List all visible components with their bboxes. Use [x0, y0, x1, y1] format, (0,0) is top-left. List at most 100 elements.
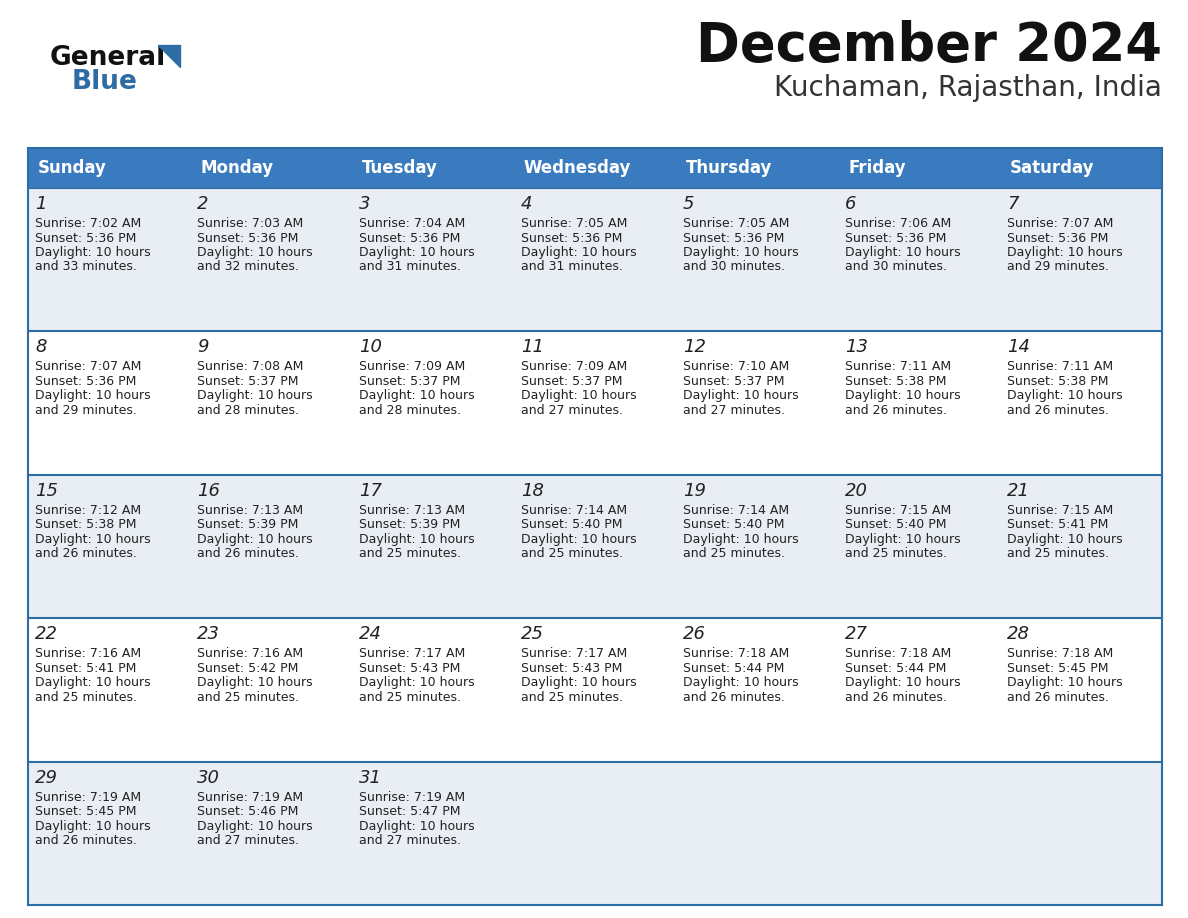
Text: Sunset: 5:37 PM: Sunset: 5:37 PM: [683, 375, 784, 388]
Bar: [676, 762, 838, 905]
Text: Daylight: 10 hours: Daylight: 10 hours: [359, 677, 475, 689]
Bar: [190, 475, 352, 618]
Text: and 27 minutes.: and 27 minutes.: [522, 404, 623, 417]
Text: Sunrise: 7:18 AM: Sunrise: 7:18 AM: [1007, 647, 1113, 660]
Text: and 26 minutes.: and 26 minutes.: [1007, 404, 1108, 417]
Bar: [190, 188, 352, 331]
Text: 18: 18: [522, 482, 544, 499]
Bar: [676, 618, 838, 762]
Text: Sunset: 5:36 PM: Sunset: 5:36 PM: [34, 375, 137, 388]
Text: Daylight: 10 hours: Daylight: 10 hours: [1007, 532, 1123, 546]
Text: and 27 minutes.: and 27 minutes.: [683, 404, 785, 417]
Bar: [838, 762, 1000, 905]
Text: Daylight: 10 hours: Daylight: 10 hours: [197, 677, 312, 689]
Text: Sunrise: 7:16 AM: Sunrise: 7:16 AM: [34, 647, 141, 660]
Text: Daylight: 10 hours: Daylight: 10 hours: [845, 389, 961, 402]
Text: Daylight: 10 hours: Daylight: 10 hours: [34, 820, 151, 833]
Text: Sunset: 5:43 PM: Sunset: 5:43 PM: [359, 662, 461, 675]
Text: 6: 6: [845, 195, 857, 213]
Text: Sunrise: 7:13 AM: Sunrise: 7:13 AM: [359, 504, 466, 517]
Text: Sunset: 5:37 PM: Sunset: 5:37 PM: [359, 375, 461, 388]
Text: Sunrise: 7:19 AM: Sunrise: 7:19 AM: [359, 790, 466, 803]
Text: Sunrise: 7:18 AM: Sunrise: 7:18 AM: [845, 647, 952, 660]
Text: Daylight: 10 hours: Daylight: 10 hours: [683, 389, 798, 402]
Text: Sunrise: 7:19 AM: Sunrise: 7:19 AM: [197, 790, 303, 803]
Text: Sunset: 5:47 PM: Sunset: 5:47 PM: [359, 805, 461, 818]
Text: and 32 minutes.: and 32 minutes.: [197, 261, 299, 274]
Bar: [190, 762, 352, 905]
Text: Sunrise: 7:17 AM: Sunrise: 7:17 AM: [522, 647, 627, 660]
Text: 1: 1: [34, 195, 46, 213]
Text: Daylight: 10 hours: Daylight: 10 hours: [683, 246, 798, 259]
Text: and 30 minutes.: and 30 minutes.: [683, 261, 785, 274]
Text: Sunrise: 7:15 AM: Sunrise: 7:15 AM: [1007, 504, 1113, 517]
Text: Daylight: 10 hours: Daylight: 10 hours: [1007, 246, 1123, 259]
Text: Friday: Friday: [848, 159, 905, 177]
Text: Sunrise: 7:11 AM: Sunrise: 7:11 AM: [845, 361, 952, 374]
Text: and 29 minutes.: and 29 minutes.: [34, 404, 137, 417]
Text: Wednesday: Wednesday: [524, 159, 631, 177]
Text: 10: 10: [359, 339, 383, 356]
Text: Daylight: 10 hours: Daylight: 10 hours: [197, 820, 312, 833]
Text: Sunset: 5:39 PM: Sunset: 5:39 PM: [197, 519, 298, 532]
Text: Sunset: 5:36 PM: Sunset: 5:36 PM: [34, 231, 137, 244]
Text: 8: 8: [34, 339, 46, 356]
Text: 21: 21: [1007, 482, 1030, 499]
Text: Sunset: 5:41 PM: Sunset: 5:41 PM: [34, 662, 137, 675]
Text: and 26 minutes.: and 26 minutes.: [845, 404, 947, 417]
Bar: [29, 331, 190, 475]
Text: Sunrise: 7:12 AM: Sunrise: 7:12 AM: [34, 504, 141, 517]
Bar: [676, 188, 838, 331]
Text: Sunset: 5:40 PM: Sunset: 5:40 PM: [522, 519, 623, 532]
Text: Sunrise: 7:14 AM: Sunrise: 7:14 AM: [683, 504, 789, 517]
Text: 14: 14: [1007, 339, 1030, 356]
Text: and 25 minutes.: and 25 minutes.: [683, 547, 785, 560]
Text: 4: 4: [522, 195, 532, 213]
Text: 13: 13: [845, 339, 868, 356]
Text: Daylight: 10 hours: Daylight: 10 hours: [34, 532, 151, 546]
Text: Sunset: 5:37 PM: Sunset: 5:37 PM: [522, 375, 623, 388]
Text: 11: 11: [522, 339, 544, 356]
Text: Daylight: 10 hours: Daylight: 10 hours: [683, 677, 798, 689]
Text: Daylight: 10 hours: Daylight: 10 hours: [359, 246, 475, 259]
Text: and 26 minutes.: and 26 minutes.: [197, 547, 299, 560]
Bar: [29, 618, 190, 762]
Text: Daylight: 10 hours: Daylight: 10 hours: [845, 532, 961, 546]
Text: 27: 27: [845, 625, 868, 644]
Text: Sunset: 5:44 PM: Sunset: 5:44 PM: [683, 662, 784, 675]
Text: 23: 23: [197, 625, 220, 644]
Bar: [838, 618, 1000, 762]
Text: Daylight: 10 hours: Daylight: 10 hours: [197, 246, 312, 259]
Text: and 33 minutes.: and 33 minutes.: [34, 261, 137, 274]
Text: Daylight: 10 hours: Daylight: 10 hours: [359, 389, 475, 402]
Bar: [1000, 618, 1162, 762]
Bar: [352, 475, 514, 618]
Text: Tuesday: Tuesday: [362, 159, 438, 177]
Text: Daylight: 10 hours: Daylight: 10 hours: [197, 532, 312, 546]
Text: and 25 minutes.: and 25 minutes.: [359, 547, 461, 560]
Text: and 26 minutes.: and 26 minutes.: [1007, 690, 1108, 704]
Text: 3: 3: [359, 195, 371, 213]
Text: and 29 minutes.: and 29 minutes.: [1007, 261, 1108, 274]
Bar: [352, 188, 514, 331]
Text: Daylight: 10 hours: Daylight: 10 hours: [522, 532, 637, 546]
Text: and 28 minutes.: and 28 minutes.: [197, 404, 299, 417]
Text: Daylight: 10 hours: Daylight: 10 hours: [683, 532, 798, 546]
Bar: [676, 475, 838, 618]
Bar: [514, 762, 676, 905]
Bar: [190, 618, 352, 762]
Text: Daylight: 10 hours: Daylight: 10 hours: [197, 389, 312, 402]
Bar: [1000, 188, 1162, 331]
Text: Daylight: 10 hours: Daylight: 10 hours: [1007, 677, 1123, 689]
Text: Sunday: Sunday: [38, 159, 107, 177]
Text: 22: 22: [34, 625, 58, 644]
Text: 16: 16: [197, 482, 220, 499]
Text: 19: 19: [683, 482, 706, 499]
Text: Sunset: 5:45 PM: Sunset: 5:45 PM: [1007, 662, 1108, 675]
Bar: [1000, 475, 1162, 618]
Text: and 28 minutes.: and 28 minutes.: [359, 404, 461, 417]
Text: and 26 minutes.: and 26 minutes.: [34, 547, 137, 560]
Text: and 25 minutes.: and 25 minutes.: [1007, 547, 1110, 560]
Text: Sunset: 5:40 PM: Sunset: 5:40 PM: [845, 519, 947, 532]
Bar: [514, 331, 676, 475]
